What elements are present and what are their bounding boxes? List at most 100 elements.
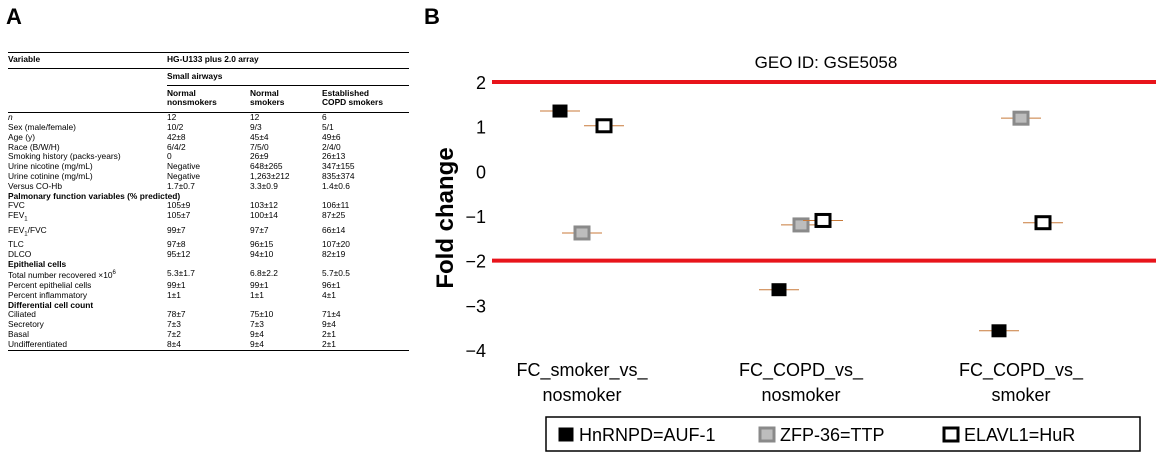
table-cell: 107±20	[322, 239, 350, 250]
legend-label: HnRNPD=AUF-1	[579, 425, 716, 445]
row-label: Percent epithelial cells	[8, 280, 92, 291]
table-cell: Negative	[167, 170, 201, 181]
table-cell: 66±14	[322, 224, 346, 235]
table-cell: 3.3±0.9	[250, 180, 278, 191]
data-point	[552, 104, 568, 118]
tissue-header: Small airways	[167, 68, 409, 86]
table-cell: 8±4	[167, 339, 250, 351]
panel-a-label: A	[6, 4, 22, 29]
legend-swatch	[558, 427, 574, 442]
table-row: Percent epithelial cells 99±1 99±1 96±1	[8, 280, 409, 291]
table-row: FEV1/FVC 99±7 97±7 66±14	[8, 224, 409, 240]
legend-swatch	[942, 426, 960, 443]
table-cell: 82±19	[322, 248, 346, 259]
table-row: Percent inflammatory 1±1 1±1 4±1	[8, 289, 409, 301]
table-cell: 7±2	[167, 329, 181, 340]
y-tick-label: 2	[476, 73, 486, 93]
table-cell: 106±11	[322, 200, 350, 211]
table-cell: 0	[167, 151, 172, 162]
data-point	[991, 324, 1007, 338]
data-point	[573, 225, 591, 241]
table-cell: 347±155	[322, 161, 355, 172]
table-cell: 9±4	[322, 319, 336, 330]
clinical-characteristics-table: Variable HG-U133 plus 2.0 array Small ai…	[8, 52, 409, 351]
legend-swatch	[758, 426, 776, 443]
table-row: Secretory 7±3 7±3 9±4	[8, 319, 409, 330]
row-label: Percent inflammatory	[8, 289, 88, 300]
row-label: FEV1/FVC	[8, 224, 47, 238]
table-cell: 99±1	[250, 280, 269, 291]
table-row: DLCO 95±12 94±10 82±19	[8, 248, 409, 260]
table-cell: 6.8±2.2	[250, 268, 278, 279]
table-cell: 5.7±0.5	[322, 268, 350, 279]
table-cell: 95±12	[167, 248, 191, 259]
table-cell: 26±9	[250, 151, 269, 162]
table-cell: 71±4	[322, 309, 341, 320]
x-tick-label: FC_COPD_vs_	[739, 360, 864, 381]
table-cell: 49±6	[322, 131, 341, 142]
y-tick-label: −1	[465, 207, 486, 227]
row-label: Urine nicotine (mg/mL)	[8, 161, 93, 172]
x-tick-label: nosmoker	[761, 385, 840, 405]
y-tick-label: 0	[476, 162, 486, 182]
table-row: FEV1 105±7 100±14 87±25	[8, 210, 409, 225]
table-cell: 87±25	[322, 210, 346, 221]
table-cell: 105±9	[167, 200, 191, 211]
table-cell: 648±265	[250, 161, 283, 172]
fold-change-chart: GEO ID: GSE5058 2 1 0 −1 −2 −3 −4 Fold change FC_…	[432, 53, 1156, 452]
table-cell: 1±1	[167, 289, 181, 300]
row-label: DLCO	[8, 248, 32, 259]
table-section-heading: Epithelial cells	[8, 258, 67, 269]
table-row: Age (y) 42±8 45±4 49±6	[8, 131, 409, 143]
table-row: TLC 97±8 96±15 107±20	[8, 239, 409, 250]
column-header-smokers: Normal smokers	[250, 85, 322, 114]
table-row: Urine cotinine (mg/mL) Negative 1,263±212 8…	[8, 170, 409, 182]
table-cell: 1.7±0.7	[167, 180, 195, 191]
table-cell: 2/4/0	[322, 141, 341, 152]
table-cell: 96±15	[250, 239, 274, 250]
table-cell: 9±4	[250, 329, 264, 340]
table-cell: 835±374	[322, 170, 355, 181]
row-label: Total number recovered ×106	[8, 270, 116, 281]
table-cell: 12	[167, 112, 177, 123]
row-label: Sex (male/female)	[8, 121, 76, 132]
table-cell: 12	[250, 112, 260, 123]
table-cell: 75±10	[250, 309, 274, 320]
table-cell: 103±12	[250, 200, 278, 211]
table-cell: 105±7	[167, 210, 191, 221]
table-cell: 2±1	[322, 329, 336, 340]
array-title: HG-U133 plus 2.0 array	[167, 52, 409, 69]
y-tick-label: −4	[465, 341, 486, 361]
table-row: Race (B/W/H) 6/4/2 7/5/0 2/4/0	[8, 141, 409, 153]
table-cell: Negative	[167, 161, 201, 172]
table-cell: 7/5/0	[250, 141, 269, 152]
row-label: Smoking history (packs-years)	[8, 151, 121, 162]
column-header-copd: Established COPD smokers	[322, 85, 409, 114]
legend-box	[545, 416, 1141, 452]
table-cell: 1.4±0.6	[322, 180, 350, 191]
row-label: Ciliated	[8, 309, 36, 320]
table-section-heading: Palmonary function variables (% predicte…	[8, 190, 181, 201]
row-label: TLC	[8, 239, 24, 250]
chart-title: GEO ID: GSE5058	[755, 53, 898, 72]
y-tick-label: −3	[465, 296, 486, 316]
table-row: FVC 105±9 103±12 106±11	[8, 200, 409, 211]
table-row: Basal 7±2 9±4 2±1	[8, 329, 409, 340]
data-point	[771, 283, 787, 297]
row-label: Age (y)	[8, 131, 35, 142]
row-label: Versus CO-Hb	[8, 180, 62, 191]
row-label: FVC	[8, 200, 25, 211]
table-cell: 26±13	[322, 151, 346, 162]
x-tick-label: nosmoker	[542, 385, 621, 405]
table-cell: 2±1	[322, 339, 409, 351]
table-cell: 97±7	[250, 224, 269, 235]
table-cell: 7±3	[250, 319, 264, 330]
table-cell: 99±1	[167, 280, 186, 291]
table-cell: 10/2	[167, 121, 184, 132]
table-cell: 94±10	[250, 248, 274, 259]
table-cell: 9±4	[250, 339, 322, 351]
table-row: Smoking history (packs-years) 0 26±9 26±13	[8, 151, 409, 162]
data-point	[1034, 215, 1052, 231]
table-row: Urine nicotine (mg/mL) Negative 648±265 347…	[8, 161, 409, 172]
legend-label: ZFP-36=TTP	[780, 425, 885, 445]
